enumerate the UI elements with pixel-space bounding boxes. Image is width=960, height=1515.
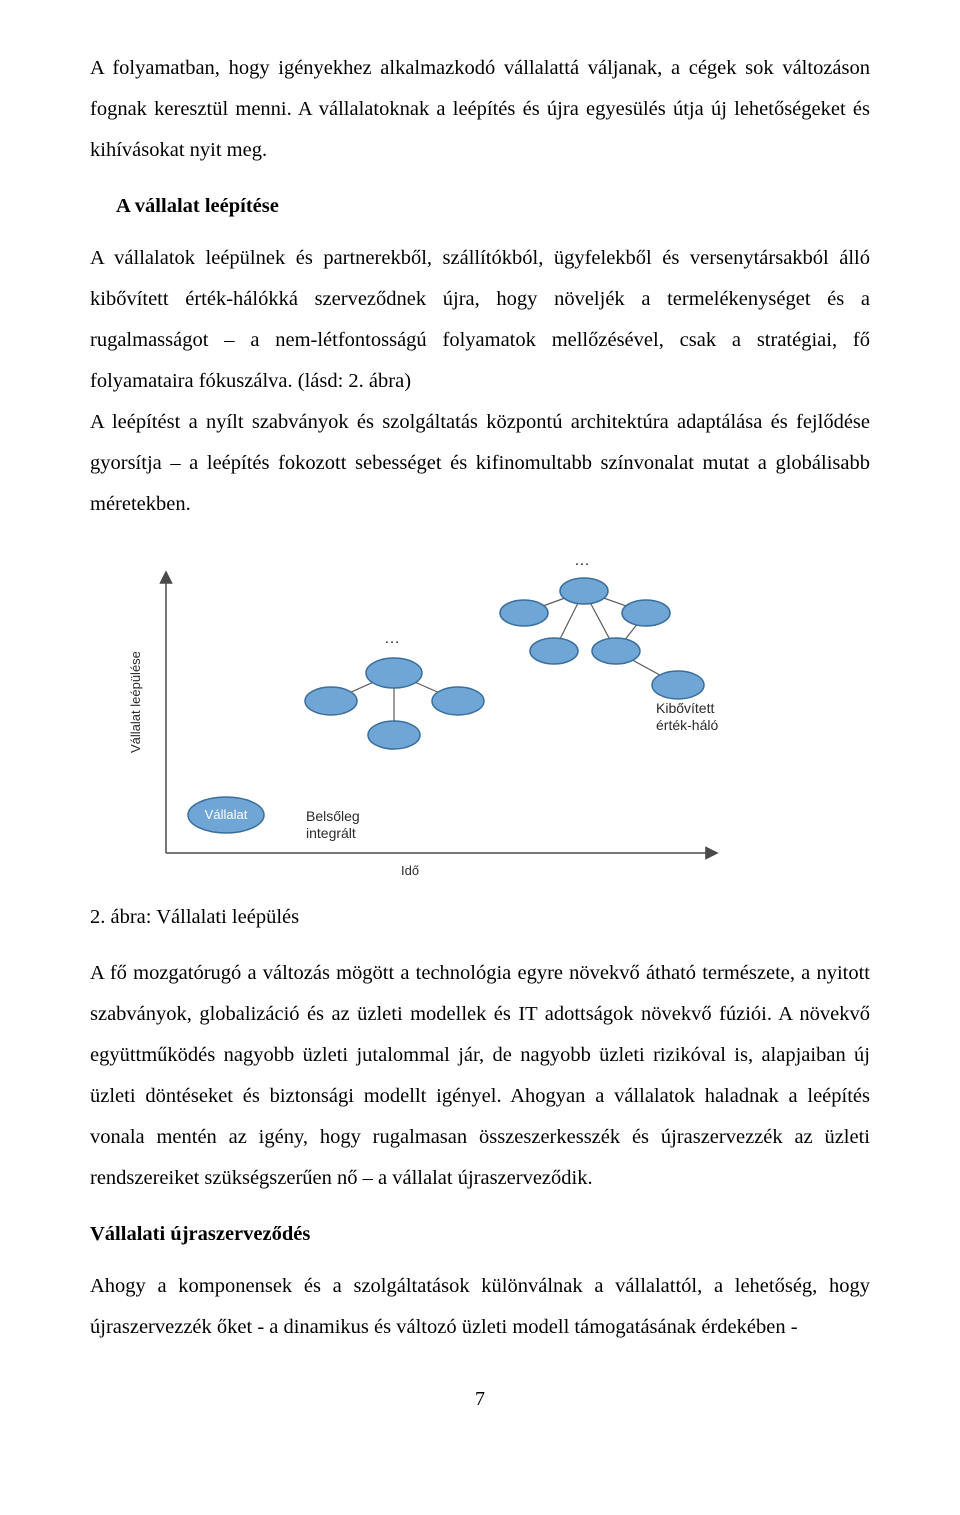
diagram-side-label: érték-háló xyxy=(656,717,718,733)
x-axis-label: Idő xyxy=(401,863,419,878)
diagram-node xyxy=(560,578,608,604)
diagram-node xyxy=(622,600,670,626)
page-number: 7 xyxy=(90,1388,870,1411)
diagram-node-label: Vállalat xyxy=(205,807,248,822)
diagram-node xyxy=(592,638,640,664)
diagram-ellipsis: … xyxy=(384,630,404,647)
diagram-side-label: Kibővített xyxy=(656,700,714,716)
paragraph-body-2: A leépítést a nyílt szabványok és szolgá… xyxy=(90,402,870,525)
diagram-side-label: integrált xyxy=(306,825,356,841)
diagram-node xyxy=(530,638,578,664)
paragraph-body-3: A fő mozgatórugó a változás mögött a tec… xyxy=(90,953,870,1199)
page: A folyamatban, hogy igényekhez alkalmazk… xyxy=(0,0,960,1451)
figure-caption: 2. ábra: Vállalati leépülés xyxy=(90,906,870,929)
diagram-node xyxy=(652,671,704,699)
diagram-side-label: Belsőleg xyxy=(306,808,360,824)
diagram-node xyxy=(305,687,357,715)
diagram-svg: Vállalat leépülése Idő Vállalat Belsőlegint… xyxy=(116,553,736,883)
diagram-node xyxy=(368,721,420,749)
paragraph-body-4: Ahogy a komponensek és a szolgáltatások … xyxy=(90,1266,870,1348)
diagram-node xyxy=(432,687,484,715)
diagram-node xyxy=(366,658,422,688)
diagram-ellipsis: … xyxy=(574,553,594,569)
diagram-vallalati-leepules: Vállalat leépülése Idő Vállalat Belsőlegint… xyxy=(116,553,870,888)
y-axis-label: Vállalat leépülése xyxy=(128,651,143,753)
paragraph-body-1: A vállalatok leépülnek és partnerekből, … xyxy=(90,238,870,402)
section-heading-leepites: A vállalat leépítése xyxy=(116,195,870,218)
section-heading-ujraszervezodes: Vállalati újraszerveződés xyxy=(90,1223,870,1246)
diagram-node xyxy=(500,600,548,626)
paragraph-intro: A folyamatban, hogy igényekhez alkalmazk… xyxy=(90,48,870,171)
